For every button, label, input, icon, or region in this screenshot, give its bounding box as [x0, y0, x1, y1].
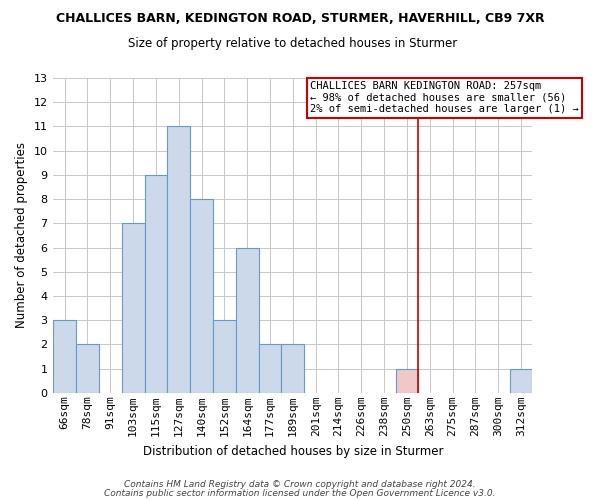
Bar	[509, 368, 532, 393]
Bar	[395, 368, 418, 393]
Bar	[190, 199, 213, 393]
Y-axis label: Number of detached properties: Number of detached properties	[15, 142, 28, 328]
Bar	[281, 344, 304, 393]
Bar	[145, 175, 167, 393]
Bar	[53, 320, 76, 393]
Bar	[259, 344, 281, 393]
Text: Contains public sector information licensed under the Open Government Licence v3: Contains public sector information licen…	[104, 488, 496, 498]
Title: Size of property relative to detached houses in Sturmer: Size of property relative to detached ho…	[128, 38, 457, 51]
Bar	[213, 320, 236, 393]
Bar	[122, 224, 145, 393]
Bar	[167, 126, 190, 393]
X-axis label: Distribution of detached houses by size in Sturmer: Distribution of detached houses by size …	[143, 444, 443, 458]
Bar	[76, 344, 99, 393]
Text: CHALLICES BARN, KEDINGTON ROAD, STURMER, HAVERHILL, CB9 7XR: CHALLICES BARN, KEDINGTON ROAD, STURMER,…	[56, 12, 544, 26]
Text: CHALLICES BARN KEDINGTON ROAD: 257sqm
← 98% of detached houses are smaller (56)
: CHALLICES BARN KEDINGTON ROAD: 257sqm ← …	[310, 81, 578, 114]
Bar	[236, 248, 259, 393]
Text: Contains HM Land Registry data © Crown copyright and database right 2024.: Contains HM Land Registry data © Crown c…	[124, 480, 476, 489]
